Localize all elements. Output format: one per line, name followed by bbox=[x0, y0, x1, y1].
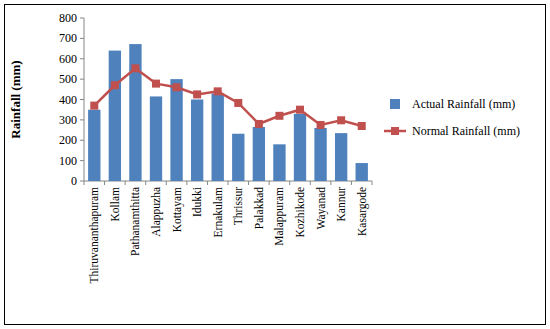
x-tick bbox=[248, 181, 249, 185]
bar bbox=[150, 96, 162, 181]
y-tick bbox=[80, 181, 84, 182]
x-tick bbox=[330, 181, 331, 185]
bar bbox=[294, 114, 306, 181]
chart-frame bbox=[5, 5, 546, 325]
x-tick-label: Malappuram bbox=[273, 187, 286, 246]
y-axis-title: Rainfall (mm) bbox=[8, 60, 23, 138]
x-tick bbox=[166, 181, 167, 185]
bar bbox=[170, 79, 182, 181]
marker bbox=[296, 106, 304, 114]
x-tick-label: Wayanad bbox=[315, 187, 328, 230]
x-tick bbox=[351, 181, 352, 185]
bar bbox=[335, 133, 347, 181]
marker bbox=[317, 121, 325, 129]
x-tick bbox=[228, 181, 229, 185]
plot-area bbox=[88, 44, 368, 181]
y-tick bbox=[80, 119, 84, 120]
x-tick bbox=[372, 181, 373, 185]
y-tick-label: 200 bbox=[59, 133, 77, 147]
y-tick bbox=[80, 38, 84, 39]
marker bbox=[152, 80, 160, 88]
x-tick bbox=[145, 181, 146, 185]
marker bbox=[358, 122, 366, 130]
y-tick-label: 600 bbox=[59, 52, 77, 66]
x-tick bbox=[310, 181, 311, 185]
bar bbox=[273, 144, 285, 181]
y-tick-label: 800 bbox=[59, 11, 77, 25]
x-tick-label: Pathanamthitta bbox=[129, 187, 141, 256]
x-tick-label: Kozhikode bbox=[294, 187, 306, 237]
y-tick bbox=[80, 58, 84, 59]
marker bbox=[90, 102, 98, 110]
marker bbox=[193, 90, 201, 98]
y-tick-label: 100 bbox=[59, 154, 77, 168]
y-tick-label: 500 bbox=[59, 72, 77, 86]
marker bbox=[111, 81, 119, 89]
y-tick bbox=[80, 18, 84, 19]
legend-marker bbox=[391, 127, 399, 135]
x-tick-label: Thiruvananthapuram bbox=[88, 187, 101, 283]
x-tick-label: Idukki bbox=[191, 187, 203, 217]
bar bbox=[109, 51, 121, 181]
x-tick-label: Palakkad bbox=[253, 187, 265, 229]
x-tick bbox=[269, 181, 270, 185]
y-tick bbox=[80, 140, 84, 141]
marker bbox=[173, 83, 181, 91]
x-tick-label: Kollam bbox=[109, 187, 121, 222]
bar bbox=[314, 128, 326, 181]
bar bbox=[88, 110, 100, 181]
y-tick bbox=[80, 79, 84, 80]
marker bbox=[214, 87, 222, 95]
y-tick bbox=[80, 99, 84, 100]
y-tick bbox=[80, 160, 84, 161]
x-tick-label: Kasargode bbox=[356, 187, 369, 236]
chart: 0 100 200 300 400 500 600 700 800 Thiruvananthapu… bbox=[0, 0, 550, 329]
x-tick bbox=[84, 181, 85, 185]
x-tick bbox=[289, 181, 290, 185]
x-tick-label: Kottayam bbox=[171, 187, 184, 232]
x-tick bbox=[125, 181, 126, 185]
x-tick-label: Kannur bbox=[335, 187, 347, 222]
marker bbox=[255, 120, 263, 128]
y-tick-label: 300 bbox=[59, 113, 77, 127]
y-tick-label: 0 bbox=[71, 174, 77, 188]
bar bbox=[253, 127, 265, 181]
x-tick-label: Ernakulam bbox=[212, 187, 224, 238]
x-tick-label: Thrissur bbox=[232, 187, 244, 226]
marker bbox=[337, 116, 345, 124]
legend-label: Normal Rainfall (mm) bbox=[412, 124, 520, 138]
bar bbox=[129, 44, 141, 181]
marker bbox=[234, 99, 242, 107]
y-tick-label: 400 bbox=[59, 93, 77, 107]
y-tick-label: 700 bbox=[59, 31, 77, 45]
x-tick bbox=[207, 181, 208, 185]
marker bbox=[275, 112, 283, 120]
x-tick-label: Alappuzha bbox=[150, 187, 163, 237]
line bbox=[94, 68, 361, 126]
bar bbox=[232, 134, 244, 181]
legend-swatch bbox=[390, 99, 400, 109]
x-tick bbox=[186, 181, 187, 185]
bar bbox=[212, 93, 224, 181]
bar bbox=[191, 100, 203, 182]
x-tick bbox=[104, 181, 105, 185]
marker bbox=[131, 64, 139, 72]
bar bbox=[356, 163, 368, 181]
legend-label: Actual Rainfall (mm) bbox=[412, 97, 515, 111]
